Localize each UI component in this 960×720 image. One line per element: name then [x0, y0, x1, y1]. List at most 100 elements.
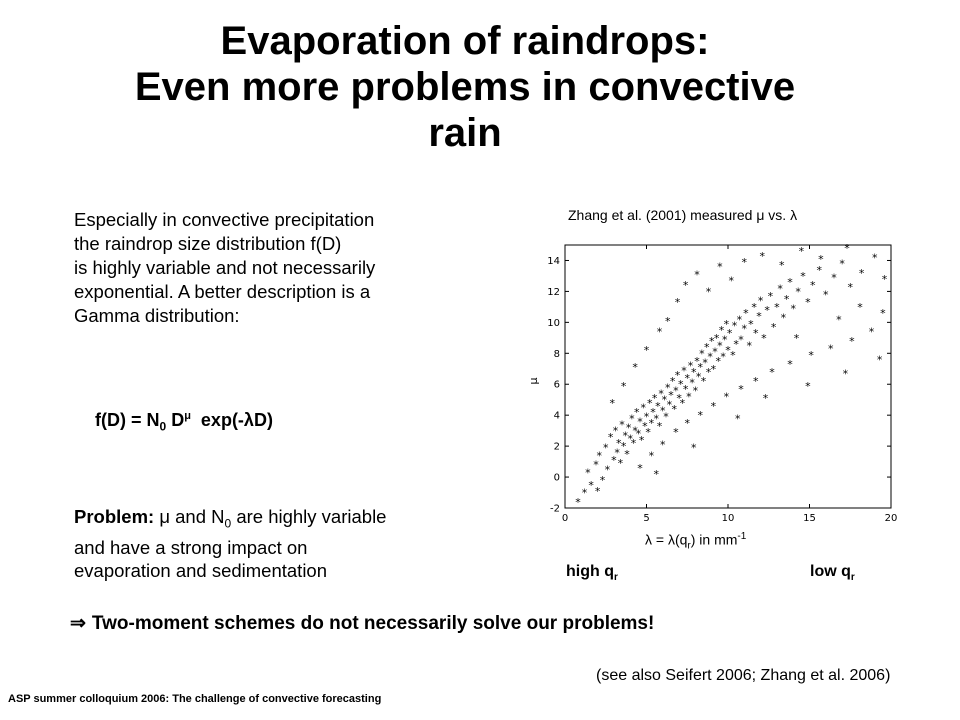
data-point: * — [882, 273, 888, 286]
data-point: * — [660, 439, 666, 452]
data-point: * — [704, 341, 710, 354]
data-point: * — [759, 250, 765, 263]
problem-line-3: evaporation and sedimentation — [74, 559, 328, 581]
y-tick-label: 12 — [547, 287, 560, 298]
data-point: * — [683, 383, 689, 396]
data-point: * — [681, 364, 687, 377]
data-point: * — [696, 371, 702, 384]
formula-lhs: f(D) = N — [95, 410, 160, 430]
data-point: * — [725, 344, 731, 357]
data-point: * — [761, 332, 767, 345]
xlabel-sub: r — [687, 540, 691, 552]
data-point: * — [645, 426, 651, 439]
data-point: * — [790, 302, 796, 315]
data-point: * — [712, 346, 718, 359]
conclusion: ⇒ Two-moment schemes do not necessarily s… — [70, 612, 654, 635]
data-point: * — [737, 313, 743, 326]
data-point: * — [694, 268, 700, 281]
data-point: * — [805, 380, 811, 393]
data-point: * — [794, 332, 800, 345]
data-point: * — [596, 449, 602, 462]
data-point: * — [781, 312, 787, 325]
data-point: * — [715, 355, 721, 368]
x-tick-label: 5 — [643, 513, 649, 524]
data-point: * — [667, 398, 673, 411]
data-point: * — [689, 377, 695, 390]
gamma-formula: f(D) = N0 Dμ exp(-λD) — [95, 410, 273, 434]
data-point: * — [698, 409, 704, 422]
data-point: * — [727, 327, 733, 340]
data-point: * — [683, 279, 689, 292]
data-point: * — [817, 264, 823, 277]
y-tick-label: 8 — [554, 349, 560, 360]
data-point: * — [784, 293, 790, 306]
high-qr-label: high qr — [566, 563, 618, 583]
data-point: * — [627, 432, 633, 445]
high-q-text: high q — [566, 563, 614, 580]
data-point: * — [724, 318, 730, 331]
data-point: * — [680, 397, 686, 410]
data-point: * — [719, 324, 725, 337]
data-point: * — [603, 442, 609, 455]
data-point: * — [685, 372, 691, 385]
data-point: * — [849, 335, 855, 348]
low-q-text: low q — [810, 563, 851, 580]
data-point: * — [742, 256, 748, 269]
data-point: * — [582, 487, 588, 500]
x-tick-label: 0 — [562, 513, 568, 524]
title-line-1: Evaporation of raindrops: — [220, 19, 710, 63]
data-point: * — [637, 415, 643, 428]
data-point: * — [729, 275, 735, 288]
data-point: * — [753, 327, 759, 340]
data-point: * — [843, 367, 849, 380]
data-point: * — [655, 400, 661, 413]
chart-title: Zhang et al. (2001) measured μ vs. λ — [568, 207, 798, 223]
data-point: * — [644, 344, 650, 357]
data-point: * — [600, 474, 606, 487]
data-point: * — [717, 261, 723, 274]
data-point: * — [769, 366, 775, 379]
problem-subscript: 0 — [224, 516, 232, 531]
data-point: * — [631, 437, 637, 450]
data-point: * — [720, 350, 726, 363]
data-point: * — [848, 281, 854, 294]
data-point: * — [768, 290, 774, 303]
data-point: * — [758, 295, 764, 308]
data-point: * — [642, 420, 648, 433]
data-point: * — [632, 425, 638, 438]
data-point: * — [652, 392, 658, 405]
data-point: * — [872, 251, 878, 264]
footer: ASP summer colloquium 2006: The challeng… — [8, 693, 382, 705]
data-point: * — [711, 363, 717, 376]
xlabel-sup: -1 — [737, 531, 747, 542]
data-point: * — [787, 358, 793, 371]
formula-mu-superscript: μ — [184, 410, 191, 422]
problem-line-2: and have a strong impact on — [74, 536, 308, 558]
data-point: * — [706, 366, 712, 379]
low-qr-label: low qr — [810, 563, 855, 583]
data-point: * — [676, 392, 682, 405]
data-point: * — [869, 326, 875, 339]
data-point: * — [662, 394, 668, 407]
data-point: * — [619, 418, 625, 431]
problem-text-1: μ and N — [154, 506, 225, 527]
data-point: * — [605, 463, 611, 476]
data-point: * — [743, 307, 749, 320]
data-point: * — [774, 301, 780, 314]
data-point: * — [787, 276, 793, 289]
implies-arrow-icon: ⇒ — [70, 613, 86, 634]
data-point: * — [636, 428, 642, 441]
data-point: * — [733, 338, 739, 351]
data-point: * — [724, 391, 730, 404]
data-point: * — [836, 313, 842, 326]
data-point: * — [685, 417, 691, 430]
x-tick-label: 10 — [722, 513, 735, 524]
data-point: * — [751, 301, 757, 314]
data-point: * — [647, 397, 653, 410]
data-point: * — [800, 270, 806, 283]
y-tick-label: -2 — [550, 504, 560, 515]
y-tick-label: 2 — [554, 442, 560, 453]
data-point: * — [616, 437, 622, 450]
data-point: * — [626, 422, 632, 435]
